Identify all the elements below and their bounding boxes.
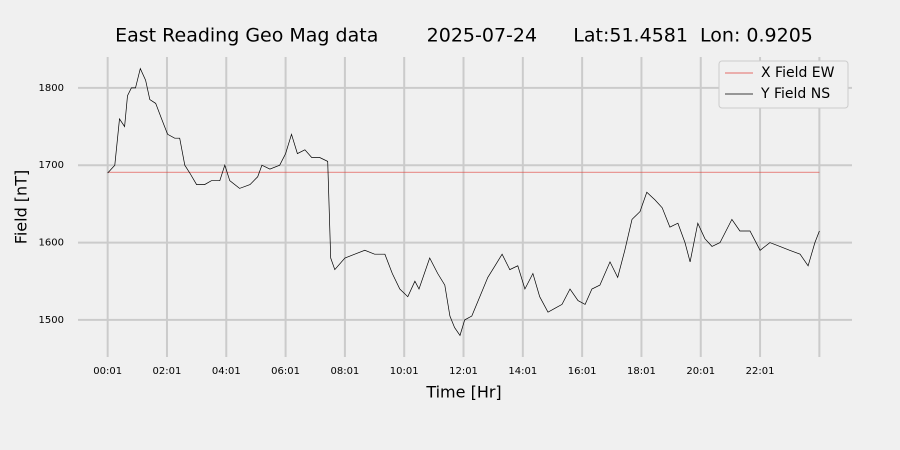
y-tick-label: 1700 [39,160,64,171]
y-tick-label: 1500 [39,315,64,326]
x-axis-label: Time [Hr] [425,383,501,402]
y-tick-label: 1800 [39,83,64,94]
x-tick-label: 10:01 [390,366,419,377]
x-tick-label: 06:01 [271,366,300,377]
x-tick-label: 00:01 [93,366,122,377]
x-tick-label: 16:01 [568,366,597,377]
x-tick-label: 12:01 [449,366,478,377]
chart-title: East Reading Geo Mag data 2025-07-24 Lat… [115,25,813,47]
x-tick-label: 08:01 [330,366,359,377]
y-tick-label: 1600 [39,238,64,249]
x-tick-label: 20:01 [686,366,715,377]
x-tick-label: 02:01 [153,366,182,377]
legend-label: X Field EW [761,65,835,81]
x-tick-label: 04:01 [212,366,241,377]
data-line [107,67,820,337]
y-axis-label: Field [nT] [12,170,31,244]
x-tick-label: 22:01 [746,366,775,377]
x-tick-label: 14:01 [508,366,537,377]
x-tick-label: 18:01 [627,366,656,377]
legend-label: Y Field NS [760,86,830,102]
